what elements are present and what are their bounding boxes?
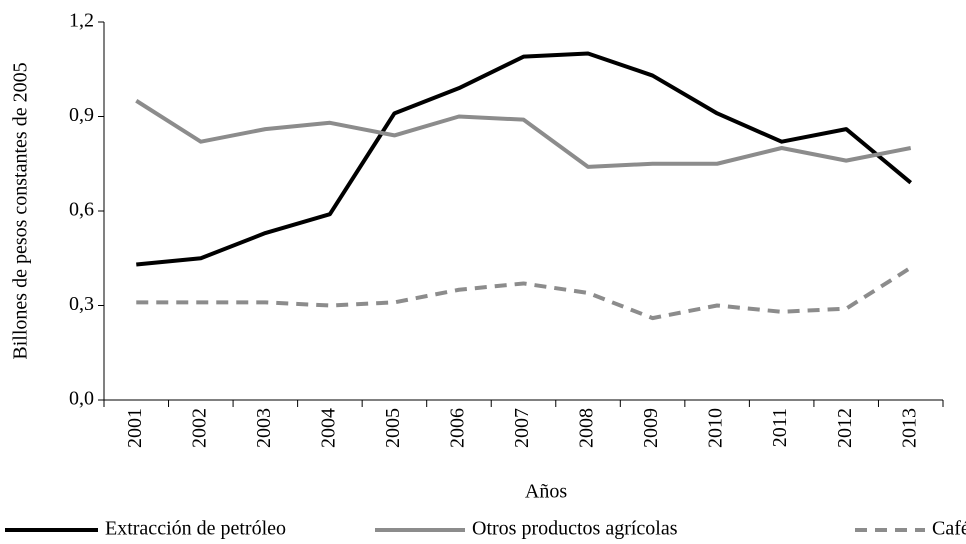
x-tick-label: 2008	[576, 408, 598, 448]
x-tick-label: 2011	[769, 408, 791, 447]
x-tick-label: 2002	[188, 408, 210, 448]
series-line	[136, 266, 912, 321]
y-tick-label: 0,3	[69, 293, 94, 315]
x-tick-label: 2012	[834, 408, 856, 448]
y-tick-label: 0,0	[69, 388, 94, 410]
legend-label: Otros productos agrícolas	[472, 518, 678, 540]
x-tick-label: 2001	[124, 408, 146, 448]
x-tick-label: 2013	[898, 408, 920, 448]
y-axis-label: Billones de pesos constantes de 2005	[10, 62, 32, 359]
series-line	[135, 99, 912, 169]
legend-label: Extracción de petróleo	[105, 518, 286, 540]
x-tick-label: 2010	[705, 408, 727, 448]
x-tick-label: 2006	[447, 408, 469, 448]
y-tick-label: 0,9	[69, 104, 94, 126]
y-tick-label: 0,6	[69, 199, 94, 221]
legend-label: Café	[932, 518, 966, 540]
x-tick-label: 2005	[382, 408, 404, 448]
x-axis-label: Años	[525, 481, 567, 503]
x-tick-label: 2004	[317, 408, 339, 448]
x-tick-label: 2003	[253, 408, 275, 448]
x-tick-label: 2007	[511, 408, 533, 448]
series-line	[136, 51, 913, 267]
y-tick-label: 1,2	[69, 10, 94, 32]
x-tick-label: 2009	[640, 408, 662, 448]
